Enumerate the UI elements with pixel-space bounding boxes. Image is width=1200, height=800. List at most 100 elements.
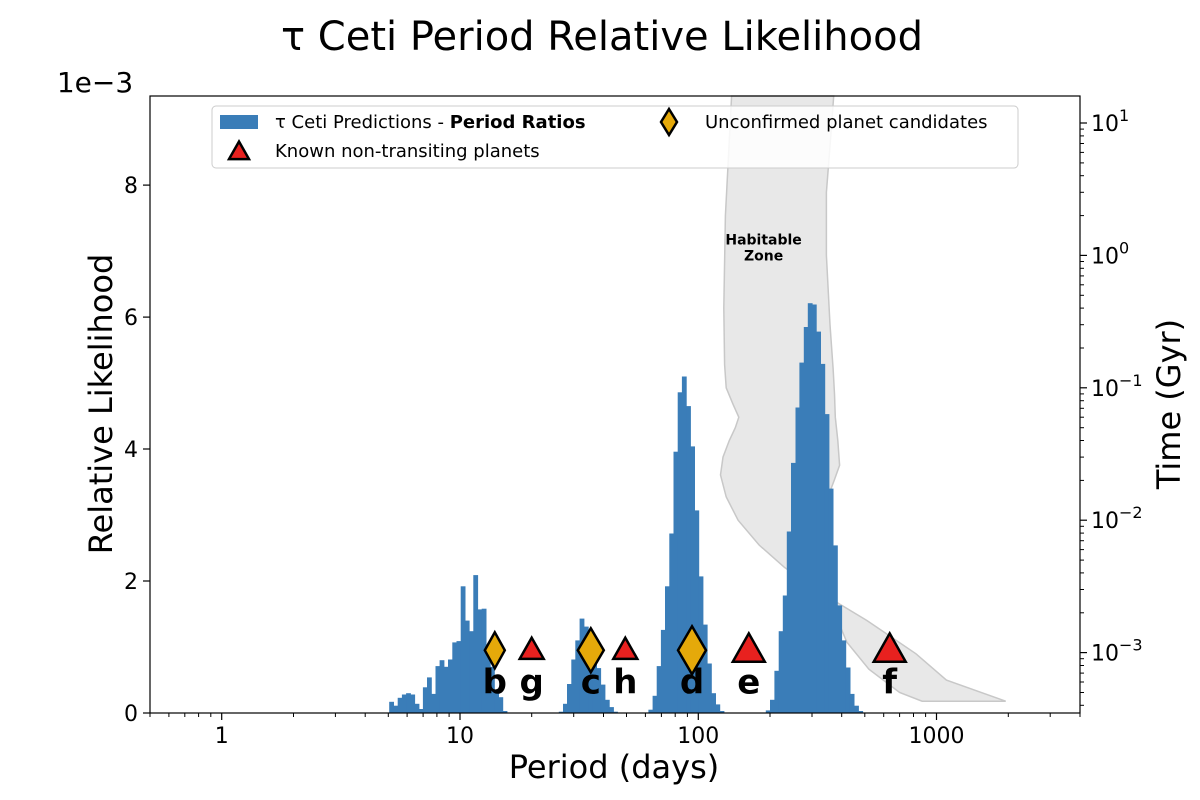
histogram-bar: [613, 711, 618, 713]
histogram-bar: [414, 703, 420, 713]
known-triangle-marker: [611, 635, 640, 661]
histogram-bar: [837, 605, 843, 713]
histogram-bar: [833, 545, 838, 713]
histogram-bar: [782, 595, 788, 713]
legend-label-prefix: τ Ceti Predictions -: [275, 112, 450, 133]
histogram-bar: [702, 624, 708, 713]
histogram-bar: [558, 711, 564, 713]
histogram-bar: [452, 642, 458, 713]
histogram-bar: [563, 703, 568, 713]
y2-tick-base: 10: [1091, 244, 1119, 269]
y2-tick-base: 10: [1091, 377, 1119, 402]
histogram-bar: [807, 303, 813, 713]
histogram-bar: [418, 709, 424, 713]
legend-label-predictions: τ Ceti Predictions - Period Ratios: [275, 112, 586, 133]
histogram-bar: [816, 331, 821, 713]
legend-box: [211, 105, 1019, 169]
y2-tick-exponent: −1: [1119, 371, 1143, 390]
candidate-diamond-marker: [576, 625, 606, 675]
x-tick-label: 10: [446, 724, 474, 749]
planet-label: d: [680, 662, 704, 702]
histogram-bar: [665, 586, 670, 713]
y-tick-label: 6: [124, 306, 138, 331]
histogram-bar: [406, 693, 411, 713]
y-tick-label: 0: [124, 702, 138, 727]
y2-axis-label: Time (Gyr): [1150, 319, 1188, 490]
histogram-bar: [811, 304, 817, 713]
y2-tick-base: 10: [1091, 509, 1119, 534]
known-triangle-marker: [871, 630, 908, 663]
histogram-bar: [473, 575, 479, 713]
histogram-bar: [502, 711, 508, 713]
histogram-bar: [858, 711, 864, 713]
y2-tick-exponent: −3: [1119, 636, 1143, 655]
histogram-bar: [648, 709, 654, 713]
known-triangle-marker: [517, 635, 546, 661]
histogram-bar: [677, 392, 683, 713]
planet-label: h: [613, 662, 637, 702]
histogram-bar: [485, 646, 491, 713]
planet-label: g: [520, 662, 544, 702]
histogram-bar: [583, 626, 589, 713]
histogram-bar: [456, 641, 462, 713]
y-tick-label: 8: [124, 174, 138, 199]
histogram-bar: [828, 488, 834, 713]
histogram-bar: [481, 608, 487, 713]
y-axis-label: Relative Likelihood: [82, 254, 120, 555]
y2-tick-label: 101: [1091, 106, 1129, 137]
y-tick-label: 2: [124, 570, 138, 595]
histogram-bar: [596, 668, 602, 713]
histogram-bar: [448, 659, 453, 713]
histogram-bar: [494, 690, 499, 713]
histogram-bar: [609, 707, 614, 713]
histogram-bar: [690, 446, 695, 713]
histogram-bar: [673, 451, 679, 713]
histogram-bar: [393, 705, 399, 713]
known-triangle-marker: [730, 630, 767, 663]
histogram-bars: [389, 303, 864, 713]
histogram-bar: [715, 704, 721, 713]
histogram-bar: [778, 631, 784, 713]
histogram-bar: [669, 533, 675, 713]
y2-tick-base: 10: [1091, 112, 1119, 137]
histogram-bar: [571, 659, 577, 713]
histogram-bar: [498, 697, 504, 713]
histogram-bar: [707, 663, 712, 713]
histogram-bar: [389, 701, 394, 713]
candidate-diamond-marker: [676, 623, 708, 677]
histogram-bar: [490, 666, 495, 713]
histogram-bar: [567, 684, 572, 713]
histogram-bar: [854, 705, 859, 713]
y2-tick-exponent: −2: [1119, 503, 1143, 522]
planet-label: f: [882, 662, 898, 702]
histogram-bar: [681, 376, 687, 713]
legend-label-known: Known non-transiting planets: [275, 141, 540, 162]
histogram-bar: [410, 694, 416, 713]
histogram-bar: [841, 640, 847, 713]
y2-tick-label: 10−1: [1091, 371, 1143, 402]
histogram-bar: [652, 695, 658, 713]
histogram-bar: [579, 618, 585, 713]
chart-title: τ Ceti Period Relative Likelihood: [281, 14, 923, 60]
histogram-bar: [660, 629, 666, 713]
histogram-bar: [460, 586, 466, 713]
histogram-bar: [464, 620, 470, 713]
histogram-bar: [770, 699, 775, 713]
y2-tick-exponent: 0: [1119, 238, 1129, 257]
x-tick-label: 100: [677, 724, 719, 749]
histogram-bar: [845, 667, 851, 713]
histogram-bar: [604, 699, 610, 713]
histogram-bar: [774, 670, 780, 713]
legend-bar-swatch: [220, 115, 258, 129]
histogram-bar: [397, 697, 403, 713]
y-tick-label: 4: [124, 438, 138, 463]
histogram-bar: [656, 666, 662, 713]
y2-tick-base: 10: [1091, 642, 1119, 667]
histogram-bar: [795, 407, 801, 713]
histogram-bar: [443, 666, 449, 713]
histogram-bar: [422, 687, 428, 713]
histogram-bar: [849, 693, 855, 713]
